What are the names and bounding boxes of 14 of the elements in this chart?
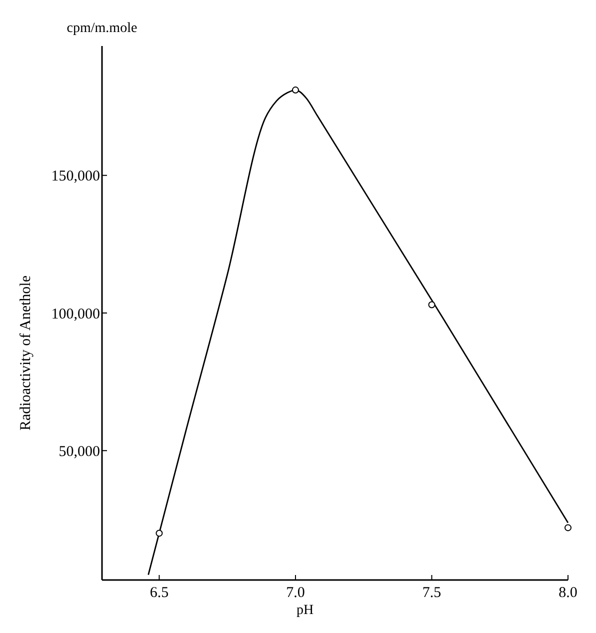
y-tick-label: 150,000	[51, 168, 100, 185]
text: cpm/m.mole	[66, 21, 138, 36]
x-tick-label: 7.5	[422, 585, 442, 601]
point	[428, 301, 436, 308]
point	[564, 524, 572, 532]
x-axis-title: pH	[296, 603, 314, 618]
y-tick-label: 100,000	[51, 306, 100, 322]
x-tick-label: 7.0	[286, 585, 305, 601]
x-tick-label: 6.5	[150, 585, 169, 601]
point	[156, 530, 163, 537]
y-tick-label: 50,000	[58, 444, 100, 460]
y-axis-title: Radioactivity of Anethole	[18, 275, 34, 430]
x-tick-label: 8.0	[558, 585, 578, 601]
point	[292, 86, 299, 94]
